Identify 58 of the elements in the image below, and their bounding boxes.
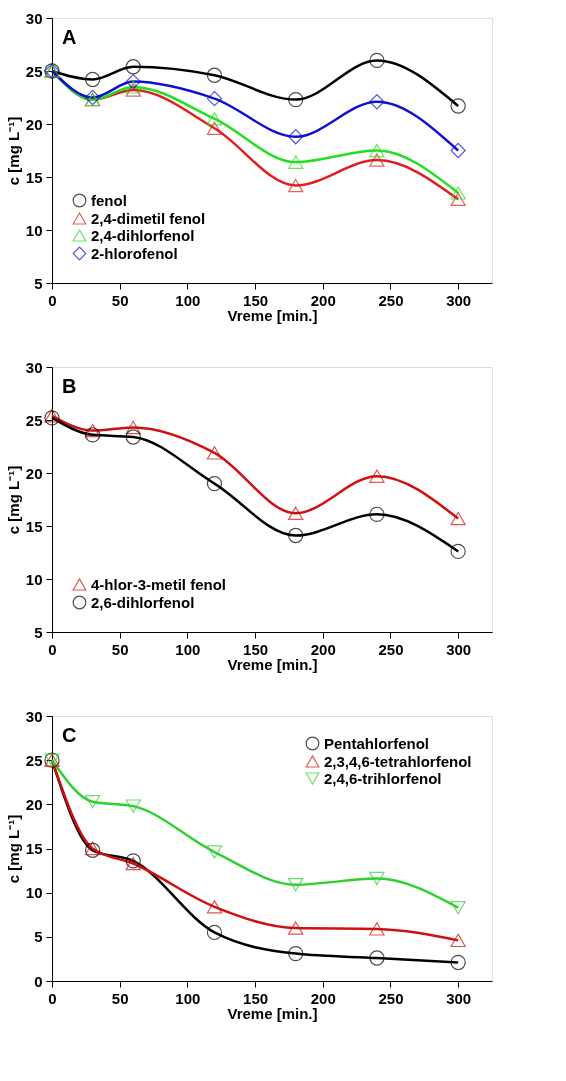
x-tick-label: 0	[48, 291, 57, 309]
x-tick-label: 300	[446, 291, 472, 309]
legend-label: 2,4-dimetil fenol	[91, 209, 206, 227]
y-axis-title: c [mg L⁻¹]	[4, 814, 22, 884]
legend-label: 2,3,4,6-tetrahlorfenol	[324, 752, 472, 770]
x-tick-label: 200	[310, 989, 336, 1007]
x-tick-label: 150	[243, 640, 269, 658]
x-axis-title: Vreme [min.]	[227, 1004, 318, 1022]
y-tick-label: 20	[25, 795, 43, 813]
y-tick-label: 5	[34, 274, 43, 292]
x-tick-label: 200	[310, 291, 336, 309]
x-tick-label: 100	[175, 640, 201, 658]
y-tick-label: 30	[25, 9, 43, 27]
y-axis-title: c [mg L⁻¹]	[4, 465, 22, 535]
y-tick-label: 25	[25, 751, 43, 769]
y-tick-label: 25	[25, 62, 43, 80]
y-tick-label: 30	[25, 358, 43, 376]
legend-label: 2,4-dihlorfenol	[91, 226, 195, 244]
y-tick-label: 20	[25, 115, 43, 133]
x-tick-label: 50	[111, 989, 129, 1007]
y-tick-label: 10	[25, 884, 43, 902]
y-tick-label: 5	[34, 928, 43, 946]
y-tick-label: 15	[25, 840, 43, 857]
x-tick-label: 0	[48, 989, 57, 1007]
annotation: C	[62, 724, 77, 746]
x-tick-label: 250	[378, 640, 404, 658]
legend-label: 2,6-dihlorfenol	[91, 593, 195, 611]
x-tick-label: 100	[175, 989, 201, 1007]
y-tick-label: 0	[34, 972, 43, 990]
x-tick-label: 100	[175, 291, 201, 309]
y-tick-label: 15	[25, 517, 43, 535]
x-tick-label: 150	[243, 291, 269, 309]
y-axis-title: c [mg L⁻¹]	[4, 116, 22, 186]
x-axis-title: Vreme [min.]	[227, 306, 318, 324]
legend-label: fenol	[91, 191, 127, 209]
legend-label: 2-hlorofenol	[91, 244, 178, 262]
legend-label: 2,4,6-trihlorfenol	[324, 769, 442, 787]
y-tick-label: 20	[25, 464, 43, 482]
y-tick-label: 30	[25, 707, 43, 725]
x-tick-label: 150	[243, 989, 269, 1007]
x-tick-label: 300	[446, 640, 472, 658]
x-tick-label: 250	[378, 291, 404, 309]
y-tick-label: 25	[25, 411, 43, 429]
x-tick-label: 250	[378, 989, 404, 1007]
y-tick-label: 15	[25, 168, 43, 186]
annotation: B	[62, 375, 77, 397]
x-tick-label: 200	[310, 640, 336, 658]
x-tick-label: 50	[111, 640, 129, 658]
y-tick-label: 10	[25, 221, 43, 239]
legend-label: Pentahlorfenol	[324, 734, 430, 752]
x-tick-label: 50	[111, 291, 129, 309]
x-axis-title: Vreme [min.]	[227, 655, 318, 673]
x-tick-label: 300	[446, 989, 472, 1007]
y-tick-label: 10	[25, 570, 43, 588]
annotation: A	[62, 26, 77, 48]
y-tick-label: 5	[34, 623, 43, 641]
x-tick-label: 0	[48, 640, 57, 658]
legend-label: 4-hlor-3-metil fenol	[91, 575, 227, 593]
